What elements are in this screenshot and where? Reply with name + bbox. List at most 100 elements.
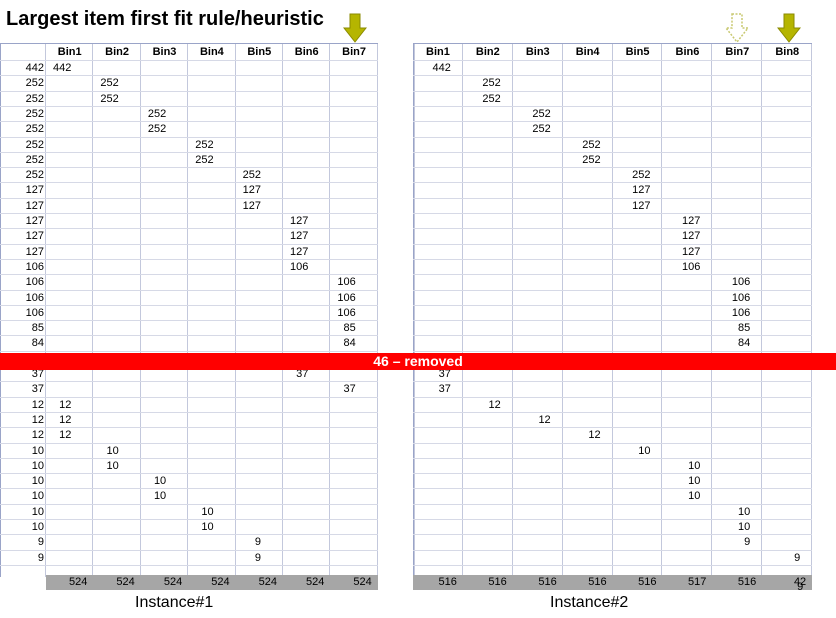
bin-assignment: 84 bbox=[738, 337, 751, 350]
bin-column bbox=[188, 44, 236, 577]
bin-header: Bin5 bbox=[625, 46, 650, 58]
row-line bbox=[0, 320, 378, 322]
bin-assignment: 10 bbox=[738, 521, 751, 533]
row-line bbox=[0, 213, 378, 214]
bin-assignment: 10 bbox=[738, 505, 751, 518]
item-size: 106 bbox=[25, 260, 44, 273]
item-size: 12 bbox=[31, 413, 44, 426]
bin7-outline-arrow-icon bbox=[725, 13, 749, 43]
bin-assignment: 10 bbox=[153, 490, 167, 503]
item-size: 9 bbox=[37, 551, 44, 564]
bin-assignment: 106 bbox=[682, 260, 701, 273]
bin-assignment: 252 bbox=[195, 153, 214, 166]
row-line bbox=[413, 167, 813, 169]
bin-header: Bin8 bbox=[775, 46, 800, 58]
item-size: 10 bbox=[31, 505, 44, 518]
bin-assignment: 106 bbox=[337, 291, 356, 304]
row-line bbox=[413, 396, 813, 398]
bin-assignment: 84 bbox=[343, 337, 356, 350]
bin-assignment: 252 bbox=[632, 169, 651, 182]
item-size: 106 bbox=[25, 306, 44, 319]
item-size: 127 bbox=[25, 184, 44, 197]
bin-total: 524 bbox=[163, 576, 183, 588]
item-column bbox=[0, 44, 46, 577]
row-line bbox=[0, 503, 378, 505]
item-size: 252 bbox=[25, 169, 44, 182]
item-size: 252 bbox=[25, 92, 44, 105]
bin-assignment: 9 bbox=[744, 536, 751, 549]
bin-header: Bin7 bbox=[342, 46, 366, 58]
bin-header: Bin1 bbox=[57, 46, 82, 58]
bin-assignment: 10 bbox=[106, 459, 119, 472]
bin-assignment: 9 bbox=[254, 551, 261, 564]
bin-column bbox=[613, 44, 663, 577]
bin-assignment: 252 bbox=[582, 138, 601, 151]
row-line bbox=[0, 105, 378, 107]
row-line bbox=[413, 457, 813, 459]
bin-assignment: 12 bbox=[59, 413, 72, 426]
row-line bbox=[0, 442, 378, 444]
bin-column bbox=[330, 44, 378, 577]
row-line bbox=[413, 442, 813, 444]
row-line bbox=[413, 534, 813, 536]
item-size: 127 bbox=[25, 199, 44, 212]
bin-assignment: 37 bbox=[343, 383, 356, 396]
bin-assignment: 127 bbox=[290, 245, 309, 258]
item-size: 442 bbox=[25, 62, 44, 74]
item-size: 12 bbox=[31, 398, 44, 411]
bin-assignment: 127 bbox=[242, 199, 261, 212]
bin-assignment: 252 bbox=[100, 92, 119, 105]
row-line bbox=[0, 151, 378, 153]
row-line bbox=[0, 534, 378, 536]
bin-total: 524 bbox=[211, 576, 230, 588]
row-line bbox=[413, 350, 813, 352]
removed-banner: 46 – removed bbox=[0, 353, 836, 370]
bin-assignment: 10 bbox=[153, 475, 167, 488]
bin-total: 517 bbox=[688, 576, 707, 588]
row-line bbox=[0, 457, 378, 459]
bin-assignment: 10 bbox=[201, 505, 214, 518]
item-size: 37 bbox=[31, 368, 44, 380]
item-size: 106 bbox=[25, 276, 44, 289]
bin-assignment: 252 bbox=[147, 123, 167, 136]
row-line bbox=[0, 473, 378, 475]
bin-column bbox=[563, 44, 613, 577]
bin-column bbox=[712, 44, 763, 577]
bin-assignment: 12 bbox=[538, 413, 551, 426]
bin-header: Bin7 bbox=[725, 46, 750, 58]
bin-assignment: 252 bbox=[532, 107, 551, 120]
row-line bbox=[0, 427, 378, 429]
item-size: 10 bbox=[31, 521, 44, 533]
bin-assignment: 252 bbox=[532, 123, 551, 136]
row-line bbox=[0, 75, 378, 77]
totals-bar bbox=[46, 575, 378, 590]
bin-assignment: 9 bbox=[794, 551, 801, 564]
row-line bbox=[0, 228, 378, 230]
bin-header: Bin4 bbox=[199, 46, 224, 58]
bin-total: 516 bbox=[737, 576, 757, 588]
bin-assignment: 10 bbox=[688, 459, 701, 472]
row-line bbox=[0, 60, 378, 61]
row-line bbox=[0, 304, 378, 306]
item-size: 252 bbox=[25, 138, 44, 151]
bin-column bbox=[46, 44, 94, 577]
row-line bbox=[413, 289, 813, 291]
item-size: 9 bbox=[37, 536, 44, 549]
item-size: 10 bbox=[31, 490, 44, 503]
item-size: 37 bbox=[31, 383, 44, 396]
bin8-arrow-icon bbox=[777, 13, 801, 43]
bin-assignment: 127 bbox=[682, 215, 701, 227]
bin-assignment: 252 bbox=[482, 77, 501, 90]
bin-assignment: 252 bbox=[147, 107, 167, 120]
bin-assignment: 127 bbox=[632, 199, 651, 212]
row-line bbox=[413, 427, 813, 429]
bin8-extra-total: 9 bbox=[797, 581, 804, 593]
bin-column bbox=[463, 44, 513, 577]
row-line bbox=[413, 304, 813, 306]
row-line bbox=[0, 90, 378, 92]
bin-assignment: 10 bbox=[106, 444, 119, 457]
bin-total: 516 bbox=[638, 576, 657, 588]
bin-assignment: 10 bbox=[201, 521, 214, 533]
bin-header: Bin3 bbox=[152, 46, 177, 58]
row-line bbox=[413, 381, 813, 383]
